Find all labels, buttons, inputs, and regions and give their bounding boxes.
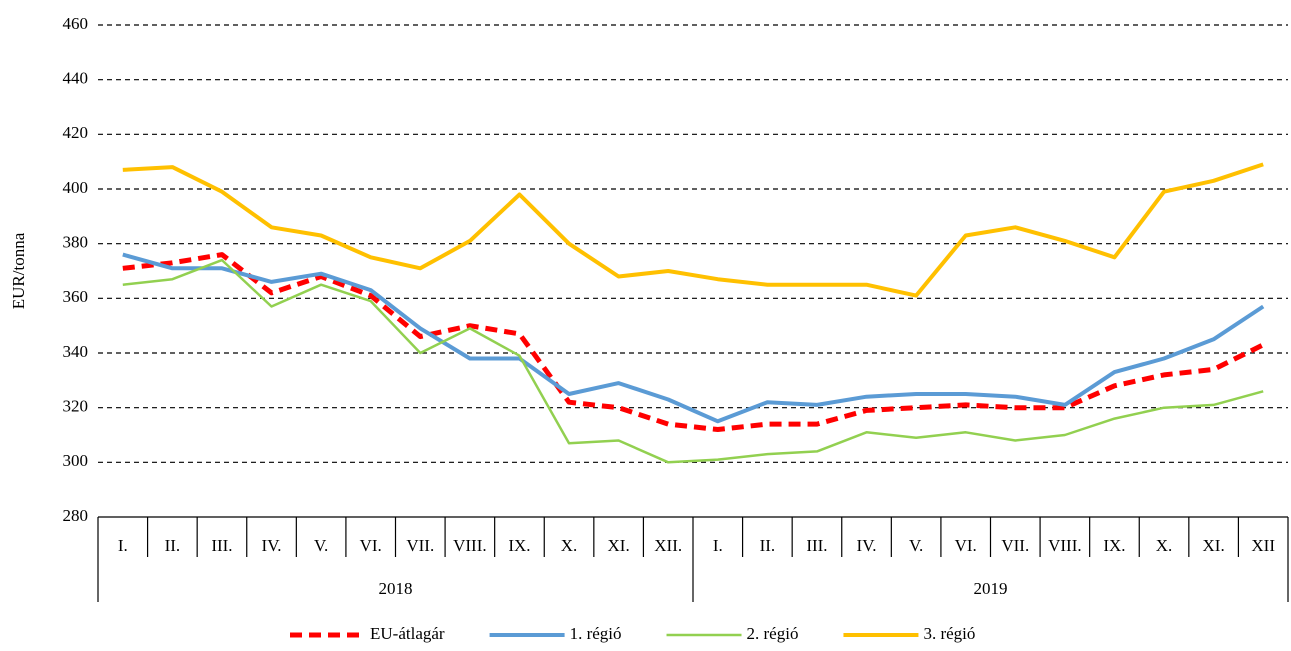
x-tick-label: VI. (360, 536, 382, 555)
x-tick-label: IV. (857, 536, 877, 555)
x-tick-label: VI. (955, 536, 977, 555)
x-tick-label: IX. (508, 536, 530, 555)
x-tick-label: I. (118, 536, 128, 555)
x-tick-label: VIII. (1048, 536, 1082, 555)
x-tick-label: X. (1156, 536, 1173, 555)
x-tick-label: III. (806, 536, 827, 555)
y-tick-label: 460 (63, 14, 89, 33)
group-label: 2018 (379, 579, 413, 598)
legend-label: EU-átlagár (370, 624, 445, 643)
x-tick-label: IV. (262, 536, 282, 555)
group-label: 2019 (974, 579, 1008, 598)
legend-label: 3. régió (923, 624, 975, 643)
x-tick-label: V. (314, 536, 328, 555)
series-line (122, 252, 1265, 432)
y-tick-label: 400 (63, 178, 89, 197)
x-tick-label: XII (1251, 536, 1275, 555)
x-tick-label: III. (211, 536, 232, 555)
x-tick-label: XI. (608, 536, 630, 555)
y-axis-label: EUR/tonna (9, 232, 28, 309)
x-tick-label: V. (909, 536, 923, 555)
legend-label: 2. régió (747, 624, 799, 643)
x-tick-label: XI. (1203, 536, 1225, 555)
y-tick-label: 360 (63, 287, 89, 306)
x-tick-label: VII. (406, 536, 434, 555)
x-tick-label: VII. (1001, 536, 1029, 555)
legend-label: 1. régió (570, 624, 622, 643)
y-tick-label: 420 (63, 123, 89, 142)
series-line (122, 162, 1264, 298)
x-tick-label: IX. (1103, 536, 1125, 555)
x-tick-label: XII. (654, 536, 682, 555)
x-tick-label: VIII. (453, 536, 487, 555)
y-tick-label: 320 (63, 397, 89, 416)
y-tick-label: 380 (63, 233, 89, 252)
y-tick-label: 340 (63, 342, 89, 361)
y-tick-label: 280 (63, 506, 89, 525)
y-tick-label: 300 (63, 451, 89, 470)
series-line (122, 258, 1264, 464)
x-tick-label: X. (561, 536, 578, 555)
x-tick-label: II. (165, 536, 181, 555)
series-line (122, 252, 1265, 424)
x-tick-label: I. (713, 536, 723, 555)
x-tick-label: II. (760, 536, 776, 555)
y-tick-label: 440 (63, 69, 89, 88)
